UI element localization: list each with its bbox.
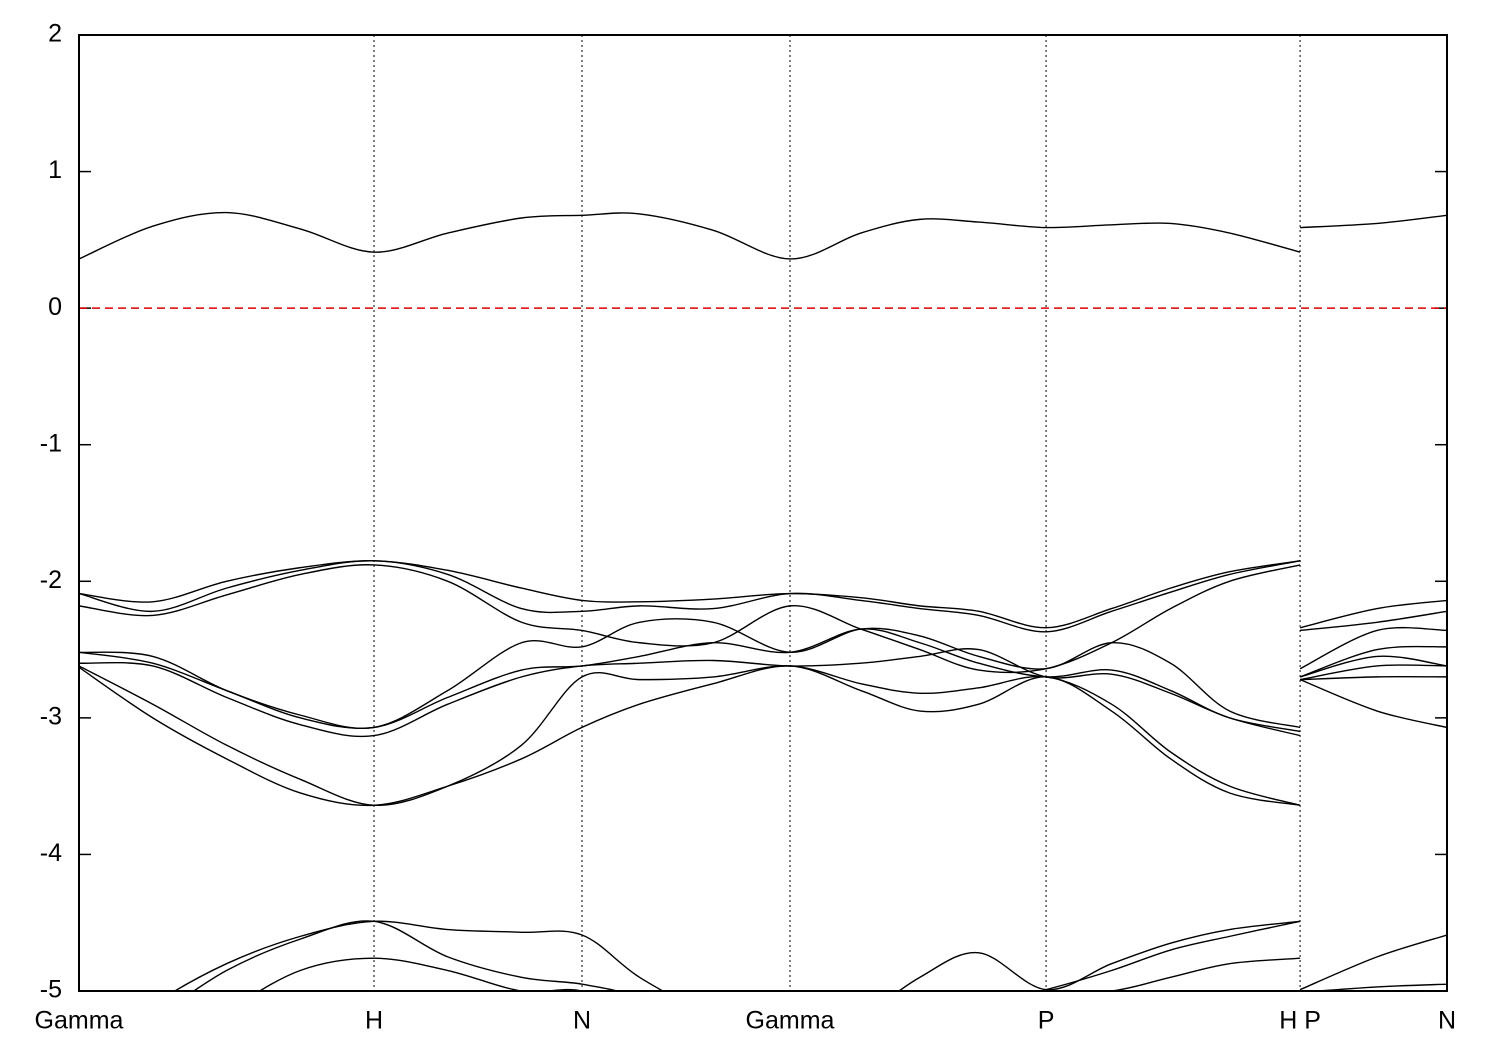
y-tick-label: -1 <box>40 429 62 457</box>
y-tick-label: 2 <box>48 20 62 48</box>
band-line <box>79 211 1447 260</box>
y-tick-label: -5 <box>40 976 62 1004</box>
band-line <box>79 618 1447 729</box>
band-line <box>79 628 1447 733</box>
band-line <box>79 560 1447 633</box>
band-line <box>79 665 1447 806</box>
x-tick-label: N <box>573 1007 591 1035</box>
band-line <box>192 920 1447 991</box>
band-line <box>79 665 1447 807</box>
y-tick-label: 1 <box>48 156 62 184</box>
band-line <box>79 648 1447 738</box>
band-line <box>173 920 1447 991</box>
x-tick-label: H <box>365 1007 383 1035</box>
y-tick-label: -2 <box>40 566 62 594</box>
plot-frame <box>78 34 1448 992</box>
y-tick-label: -3 <box>40 702 62 730</box>
x-tick-label: Gamma <box>746 1007 835 1035</box>
x-tick-label: N <box>1438 1007 1456 1035</box>
x-tick-label: Gamma <box>35 1007 124 1035</box>
x-tick-label: P <box>1038 1007 1055 1035</box>
plot-area <box>79 211 1447 991</box>
band-line <box>79 560 1447 629</box>
y-tick-label: 0 <box>48 293 62 321</box>
x-tick-label: H P <box>1279 1007 1321 1035</box>
y-tick-label: -4 <box>40 839 62 867</box>
